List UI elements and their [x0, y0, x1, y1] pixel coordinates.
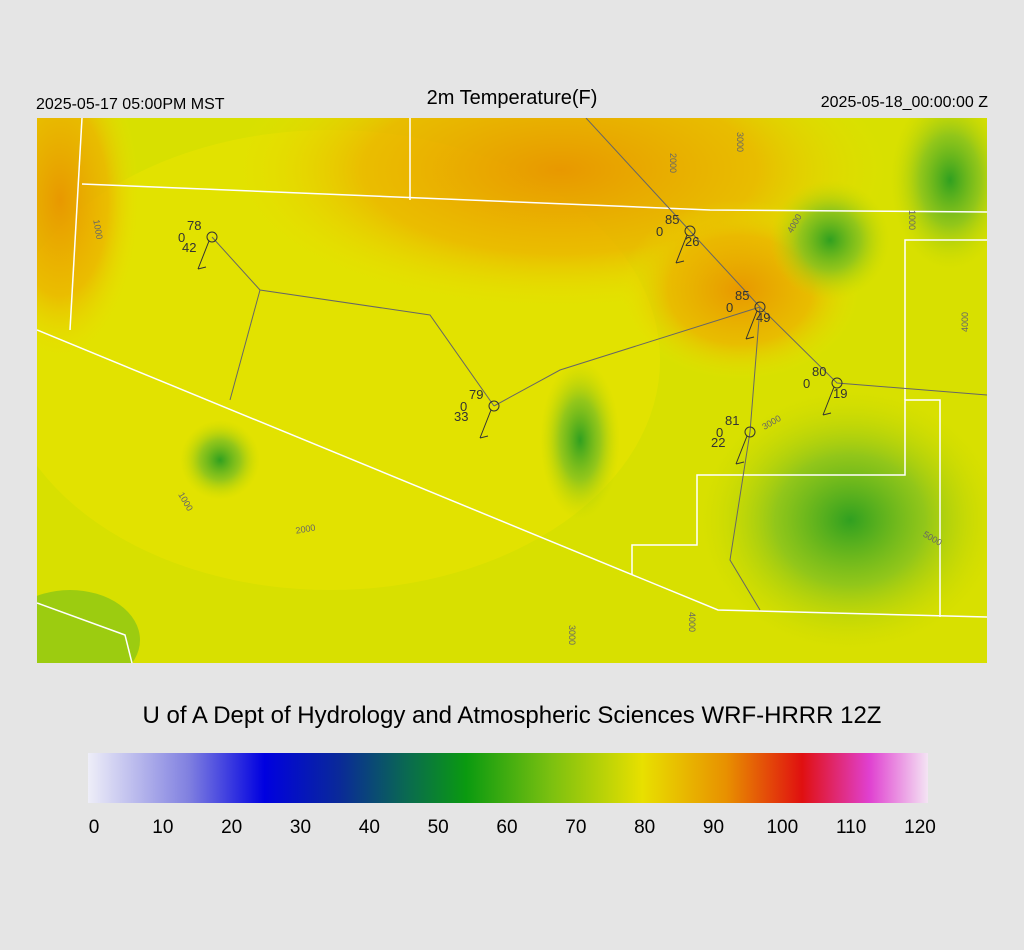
warm-region [37, 118, 140, 360]
station-circle [831, 377, 843, 389]
contour-label: 2000 [295, 522, 316, 535]
wind-barb [735, 435, 748, 465]
wind-barb [197, 240, 210, 270]
wind-speed: 0 [656, 224, 663, 239]
temperature: 78 [187, 218, 201, 233]
map-title: 2m Temperature(F) [427, 87, 598, 109]
boundaries [37, 118, 987, 663]
dewpoint: 33 [454, 409, 468, 424]
colorbar-tick-label: 110 [836, 817, 866, 838]
cool-region [180, 420, 260, 500]
contour-label: 2000 [668, 153, 678, 173]
temperature: 79 [469, 387, 483, 402]
dewpoint: 19 [833, 386, 847, 401]
contour-label: 1000 [91, 219, 104, 240]
wind-speed: 0 [803, 376, 810, 391]
temperature: 80 [812, 364, 826, 379]
colorbar-ticks: 0 10 20 30 40 50 60 70 80 90 100 110 120 [89, 817, 936, 838]
wind-speed: 0 [726, 300, 733, 315]
colorbar-tick-label: 60 [496, 817, 517, 838]
dewpoint: 49 [756, 310, 770, 325]
wind-barb [822, 386, 835, 416]
temperature: 85 [665, 212, 679, 227]
colorbar-tick-label: 0 [89, 817, 100, 838]
wind-speed: 0 [178, 230, 185, 245]
cool-region [700, 390, 987, 650]
colorbar-tick-label: 80 [634, 817, 655, 838]
station-circle [754, 301, 766, 313]
valid-time: 2025-05-18_00:00:00 Z [821, 94, 988, 111]
colorbar-tick-label: 70 [565, 817, 586, 838]
wind-barb [675, 234, 688, 264]
station-circle [744, 426, 756, 438]
colorbar-tick-label: 10 [152, 817, 173, 838]
contour-label: 4000 [960, 312, 970, 332]
colorbar-tick-label: 30 [290, 817, 311, 838]
colorbar [88, 753, 928, 803]
contour-label: 3000 [735, 132, 745, 152]
map-field [37, 118, 987, 663]
colorbar-tick-label: 40 [359, 817, 380, 838]
station-circle [206, 231, 218, 243]
station-circle [684, 225, 696, 237]
station-circle [488, 400, 500, 412]
credit: U of A Dept of Hydrology and Atmospheric… [143, 702, 882, 729]
temperature: 85 [735, 288, 749, 303]
roads [211, 118, 987, 611]
contour-label: 1000 [907, 210, 917, 230]
dewpoint: 26 [685, 234, 699, 249]
wind-speed: 0 [716, 425, 723, 440]
cool-region [540, 360, 620, 520]
wind-barb [479, 409, 492, 439]
cool-region [770, 180, 890, 300]
local-time: 2025-05-17 05:00PM MST [36, 96, 225, 113]
wind-barb [745, 310, 758, 340]
cool-region [890, 118, 987, 270]
dewpoint: 42 [182, 240, 196, 255]
colorbar-tick-label: 120 [904, 817, 936, 838]
colorbar-tick-label: 20 [221, 817, 242, 838]
contour-label: 3000 [567, 625, 577, 645]
wind-speed: 0 [460, 399, 467, 414]
colorbar-tick-label: 50 [428, 817, 449, 838]
contour-label: 4000 [687, 612, 697, 632]
temperature: 81 [725, 413, 739, 428]
dewpoint: 22 [711, 435, 725, 450]
colorbar-tick-label: 100 [766, 817, 798, 838]
colorbar-tick-label: 90 [703, 817, 724, 838]
cool-region [37, 590, 140, 663]
